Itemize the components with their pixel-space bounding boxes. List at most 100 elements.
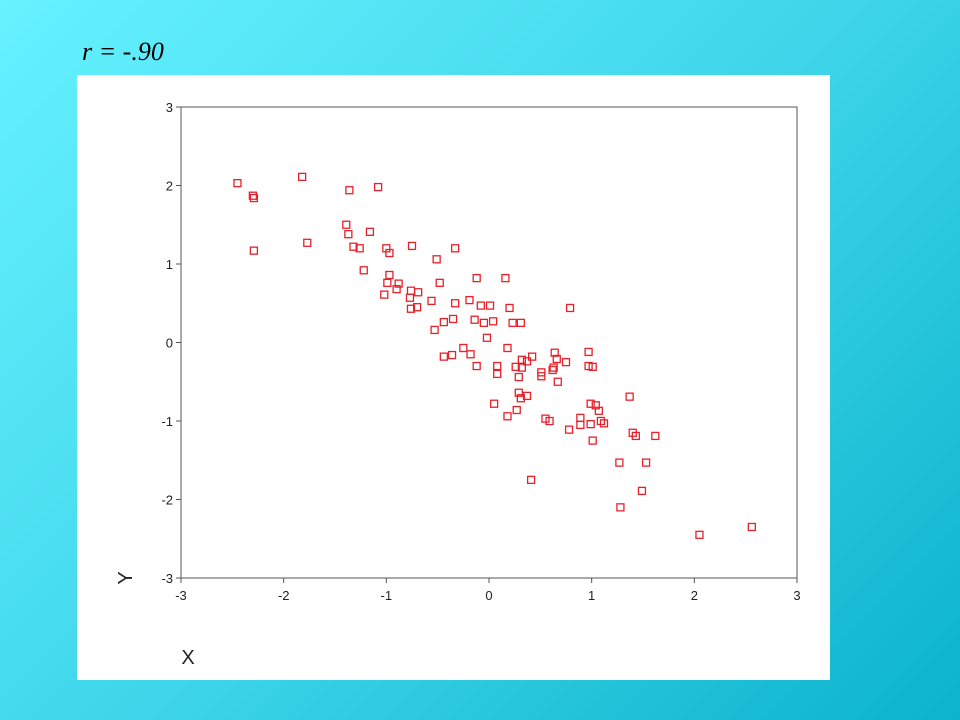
point — [637, 486, 647, 496]
point — [514, 388, 523, 397]
point — [511, 362, 520, 371]
point — [514, 372, 523, 382]
point — [594, 406, 604, 415]
point — [512, 405, 521, 415]
point — [407, 241, 417, 251]
y-tick-label: -1 — [161, 414, 173, 429]
point — [516, 394, 525, 403]
point — [616, 503, 625, 512]
point — [479, 318, 489, 328]
y-tick-label: -2 — [161, 493, 173, 508]
point — [447, 350, 457, 360]
point — [349, 242, 358, 251]
point — [651, 431, 660, 441]
point — [493, 369, 502, 379]
point — [553, 377, 562, 386]
point — [545, 416, 554, 426]
point — [448, 314, 458, 324]
point — [380, 290, 389, 299]
point — [297, 172, 307, 182]
point — [385, 270, 394, 280]
point — [505, 303, 514, 313]
x-tick-label: 0 — [485, 588, 492, 603]
point — [405, 293, 415, 302]
point — [248, 191, 258, 200]
point — [517, 363, 527, 372]
point — [625, 392, 634, 401]
point — [459, 343, 468, 353]
point — [466, 350, 475, 359]
point — [249, 193, 259, 203]
point — [233, 178, 242, 188]
point — [439, 352, 448, 361]
point — [482, 333, 492, 342]
point — [493, 361, 502, 371]
point — [435, 278, 444, 287]
point — [412, 303, 422, 312]
x-tick-label: 2 — [691, 588, 698, 603]
point — [517, 355, 527, 364]
x-tick-label: 1 — [588, 588, 595, 603]
point — [303, 238, 312, 247]
point — [548, 365, 557, 375]
y-tick-label: 2 — [166, 179, 173, 194]
point — [576, 413, 585, 423]
point — [345, 186, 354, 195]
y-tick-label: -3 — [161, 571, 173, 586]
point — [465, 295, 474, 305]
point — [631, 431, 640, 441]
point — [586, 419, 595, 429]
point — [365, 227, 375, 236]
point — [527, 352, 537, 361]
point — [385, 248, 394, 258]
y-tick-label: 3 — [166, 100, 173, 115]
point — [470, 315, 479, 324]
point — [537, 372, 546, 381]
point — [485, 301, 495, 310]
point — [526, 475, 536, 485]
point — [394, 279, 403, 288]
point — [472, 273, 481, 283]
point — [641, 458, 651, 467]
x-tick-label: 3 — [793, 588, 800, 603]
point — [450, 299, 460, 308]
y-tick-label: 1 — [166, 257, 173, 272]
point — [249, 246, 259, 255]
point — [508, 318, 517, 328]
x-axis-label: X — [181, 647, 194, 669]
point — [522, 391, 532, 401]
point — [373, 182, 383, 192]
point — [588, 436, 597, 445]
point — [747, 522, 756, 532]
point — [586, 399, 595, 408]
point — [392, 284, 401, 294]
point — [383, 278, 392, 287]
point — [488, 317, 498, 326]
point — [355, 244, 364, 253]
point — [522, 357, 532, 366]
point — [503, 412, 512, 421]
point — [472, 361, 481, 371]
point — [550, 348, 559, 357]
point — [695, 530, 704, 539]
x-tick-label: -1 — [381, 588, 393, 603]
point — [359, 266, 368, 275]
point — [588, 362, 597, 371]
point — [489, 399, 499, 408]
point — [599, 419, 609, 428]
point — [427, 296, 436, 306]
point — [439, 317, 448, 327]
point — [564, 425, 574, 434]
point — [344, 230, 353, 239]
y-tick-label: 0 — [166, 336, 173, 351]
point — [342, 220, 351, 229]
point — [414, 288, 423, 297]
point — [584, 347, 593, 357]
point — [503, 343, 512, 353]
point — [501, 273, 510, 283]
point — [430, 325, 439, 335]
plot-panel — [77, 75, 830, 680]
point — [565, 303, 575, 313]
x-tick-label: -2 — [278, 588, 290, 603]
